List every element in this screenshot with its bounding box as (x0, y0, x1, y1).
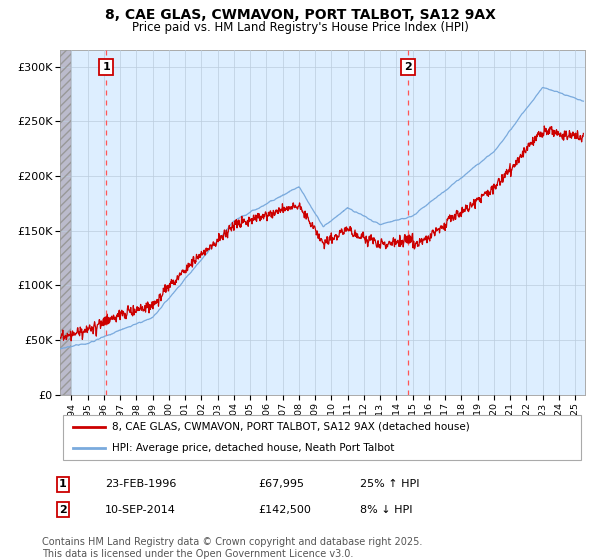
Polygon shape (60, 50, 71, 395)
Text: 1: 1 (103, 62, 110, 72)
Text: 8% ↓ HPI: 8% ↓ HPI (360, 505, 413, 515)
Text: Price paid vs. HM Land Registry's House Price Index (HPI): Price paid vs. HM Land Registry's House … (131, 21, 469, 34)
Text: £142,500: £142,500 (258, 505, 311, 515)
Text: 1: 1 (59, 479, 67, 489)
FancyBboxPatch shape (62, 415, 581, 460)
Text: HPI: Average price, detached house, Neath Port Talbot: HPI: Average price, detached house, Neat… (113, 443, 395, 453)
Text: 25% ↑ HPI: 25% ↑ HPI (360, 479, 419, 489)
Text: £67,995: £67,995 (258, 479, 304, 489)
Text: 8, CAE GLAS, CWMAVON, PORT TALBOT, SA12 9AX (detached house): 8, CAE GLAS, CWMAVON, PORT TALBOT, SA12 … (113, 422, 470, 432)
Text: 23-FEB-1996: 23-FEB-1996 (105, 479, 176, 489)
Text: 2: 2 (59, 505, 67, 515)
Text: 8, CAE GLAS, CWMAVON, PORT TALBOT, SA12 9AX: 8, CAE GLAS, CWMAVON, PORT TALBOT, SA12 … (104, 8, 496, 22)
Text: Contains HM Land Registry data © Crown copyright and database right 2025.
This d: Contains HM Land Registry data © Crown c… (42, 537, 422, 559)
Text: 10-SEP-2014: 10-SEP-2014 (105, 505, 176, 515)
Text: 2: 2 (404, 62, 412, 72)
